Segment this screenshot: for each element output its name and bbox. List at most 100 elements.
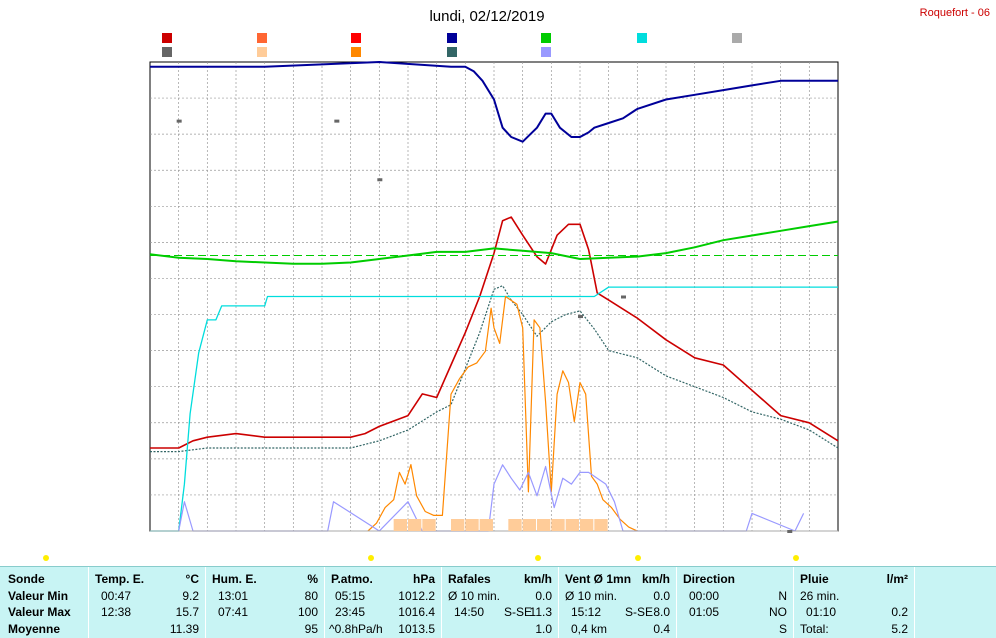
col-gust: Rafales km/h Ø 10 min. 0.0 14:50 S-SE 11…	[442, 567, 559, 638]
sunshine-bar	[565, 519, 579, 531]
hum-max: 100	[297, 605, 318, 619]
press-unit: hPa	[412, 572, 435, 586]
dir-avg: S	[778, 622, 787, 636]
legend-swatch	[447, 47, 457, 57]
col-hum: Hum. E. % 13:01 80 07:41 100 95	[206, 567, 325, 638]
series-solaire	[367, 295, 638, 532]
rain-max: 0.2	[891, 605, 908, 619]
legend-swatch	[257, 33, 267, 43]
temp-min-time: 00:47	[101, 589, 132, 603]
series-rafales	[178, 464, 805, 532]
temp-unit: °C	[185, 572, 199, 586]
series-hum-e	[150, 61, 838, 143]
sun-marker-icon	[793, 555, 799, 561]
sunshine-bar	[580, 519, 594, 531]
rain-total: 5.2	[891, 622, 908, 636]
sunshine-bar	[451, 519, 465, 531]
press-avg: 1013.5	[398, 622, 435, 636]
col-temp: Temp. E. °C 00:47 9.2 12:38 15.7 11.39	[89, 567, 206, 638]
direction-mark	[578, 315, 583, 319]
direction-mark	[377, 178, 383, 182]
series-temp-e	[150, 216, 839, 449]
hum-max-time: 07:41	[218, 605, 249, 619]
hum-avg: 95	[304, 622, 318, 636]
dir-header: Direction	[683, 572, 736, 586]
legend-swatch	[447, 33, 457, 43]
sunshine-bar	[408, 519, 422, 531]
row-label-max: Valeur Max	[8, 605, 71, 619]
series-pluie	[150, 286, 838, 532]
series-p-de-ros-e	[150, 285, 839, 453]
legend-swatch	[162, 47, 172, 57]
legend-swatch	[541, 33, 551, 43]
rain-total-label: Total:	[800, 622, 829, 636]
sun-marker-icon	[635, 555, 641, 561]
col-pressure: P.atmo. hPa 05:15 1012.2 23:45 1016.4 ^0…	[325, 567, 442, 638]
sunshine-bar	[422, 519, 436, 531]
col-rain: Pluie l/m² 26 min. 01:10 0.2 Total: 5.2	[794, 567, 915, 638]
wind-distance: 0,4 km	[571, 622, 608, 636]
legend-swatch	[541, 47, 551, 57]
press-trend: ^0.8hPa/h	[329, 622, 383, 636]
hum-min: 80	[304, 589, 318, 603]
chart-grid	[149, 61, 839, 532]
gust-max: 11.3	[529, 605, 552, 619]
gust-min: 0.0	[535, 589, 552, 603]
legend-swatch	[257, 47, 267, 57]
dir-min: N	[778, 589, 787, 603]
rain-max-time: 01:10	[806, 605, 837, 619]
legend-swatch	[162, 33, 172, 43]
direction-mark	[787, 530, 793, 533]
chart-title: lundi, 02/12/2019	[429, 8, 544, 25]
hum-header: Hum. E.	[212, 572, 257, 586]
row-label-min: Valeur Min	[8, 589, 69, 603]
dir-min-time: 00:00	[689, 589, 720, 603]
chart-series	[149, 61, 839, 533]
sunshine-bar	[594, 519, 608, 531]
rain-header: Pluie	[800, 572, 829, 586]
sunshine-bar	[537, 519, 551, 531]
press-header: P.atmo.	[331, 572, 373, 586]
col-direction: Direction 00:00 N 01:05 NO S	[677, 567, 794, 638]
station-name: Roquefort - 06	[920, 7, 990, 19]
temp-max-time: 12:38	[101, 605, 132, 619]
sun-markers	[43, 555, 799, 561]
sunshine-bar	[551, 519, 565, 531]
gust-header: Rafales	[448, 572, 491, 586]
sun-marker-icon	[535, 555, 541, 561]
temp-header: Temp. E.	[95, 572, 145, 586]
wind-avg: 0.4	[653, 622, 670, 636]
temp-max: 15.7	[175, 605, 199, 619]
hum-unit: %	[307, 572, 318, 586]
gust-unit: km/h	[523, 572, 552, 586]
wind-max-time: 15:12	[571, 605, 602, 619]
summary-table: Sonde Valeur Min Valeur Max Moyenne Temp…	[0, 566, 996, 638]
temp-min: 9.2	[182, 589, 199, 603]
wind-min-label: Ø 10 min.	[565, 589, 618, 603]
row-label-avg: Moyenne	[8, 622, 61, 636]
wind-header: Vent Ø 1mn	[565, 572, 632, 586]
sun-marker-icon	[43, 555, 49, 561]
gust-max-time: 14:50	[454, 605, 485, 619]
row-labels: Sonde Valeur Min Valeur Max Moyenne	[0, 567, 89, 638]
temp-avg: 11.39	[169, 622, 199, 636]
sun-marker-icon	[368, 555, 374, 561]
legend-swatch	[351, 33, 361, 43]
col-wind: Vent Ø 1mn km/h Ø 10 min. 0.0 15:12 S-SE…	[559, 567, 677, 638]
wind-max: 8.0	[653, 605, 670, 619]
direction-mark	[334, 119, 340, 123]
hum-min-time: 13:01	[218, 589, 249, 603]
sunshine-bar	[393, 519, 407, 531]
direction-mark	[621, 295, 626, 299]
press-min-time: 05:15	[335, 589, 366, 603]
direction-mark	[176, 119, 182, 123]
dir-max-time: 01:05	[689, 605, 720, 619]
press-min: 1012.2	[398, 589, 435, 603]
weather-chart: lundi, 02/12/2019 Roquefort - 06	[43, 7, 990, 561]
press-max-time: 23:45	[335, 605, 366, 619]
series-p-atmo	[149, 220, 839, 265]
press-max: 1016.4	[398, 605, 435, 619]
dir-max: NO	[769, 605, 787, 619]
legend-swatch	[637, 33, 647, 43]
sunshine-bar	[508, 519, 522, 531]
